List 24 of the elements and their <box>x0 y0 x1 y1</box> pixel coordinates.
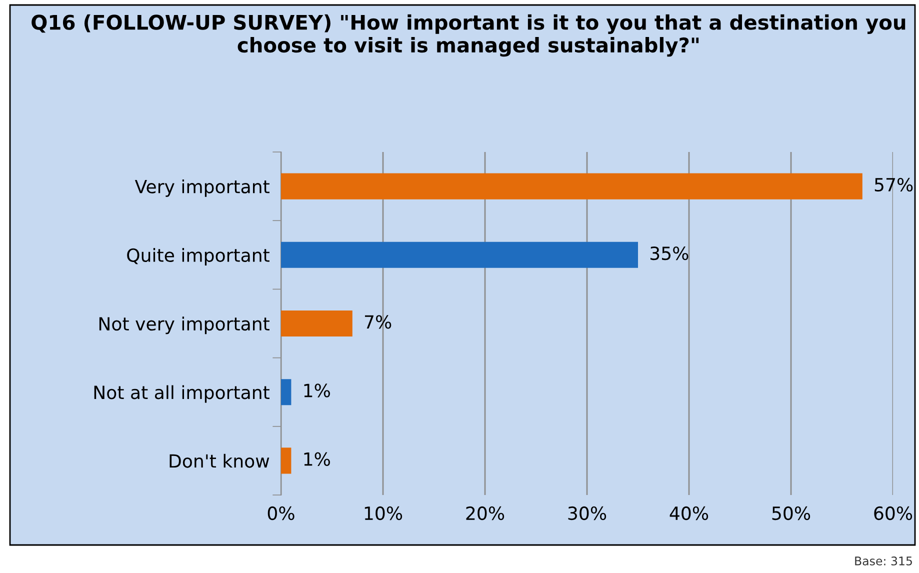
x-tick-label: 60% <box>874 506 912 520</box>
x-tick-label: 40% <box>670 506 708 520</box>
x-tick-label: 0% <box>268 506 294 520</box>
chart-title: Q16 (FOLLOW-UP SURVEY) "How important is it to you that a destination you choose to visit is managed sustainably?" <box>32 14 906 57</box>
data-label: 35% <box>650 246 688 260</box>
bar <box>281 448 292 474</box>
data-label: 57% <box>874 178 913 192</box>
data-label: 1% <box>304 452 330 466</box>
y-tick-label: Don't know <box>170 454 270 468</box>
data-label: 1% <box>304 384 330 398</box>
y-tick-label: Very important <box>134 179 270 197</box>
bar <box>281 173 862 200</box>
x-tick-label: 30% <box>568 506 606 520</box>
bar <box>281 310 352 337</box>
y-tick-label: Quite important <box>127 248 270 266</box>
x-tick-label: 50% <box>772 506 810 520</box>
y-tick-label: Not at all important <box>94 385 270 403</box>
y-tick-label: Not very important <box>99 316 270 334</box>
text: Base: 315 <box>855 556 912 566</box>
x-tick-label: 20% <box>466 506 504 520</box>
data-label: 7% <box>364 315 392 329</box>
x-tick-label: 10% <box>364 506 402 520</box>
bar <box>281 379 292 406</box>
bar <box>281 242 638 268</box>
